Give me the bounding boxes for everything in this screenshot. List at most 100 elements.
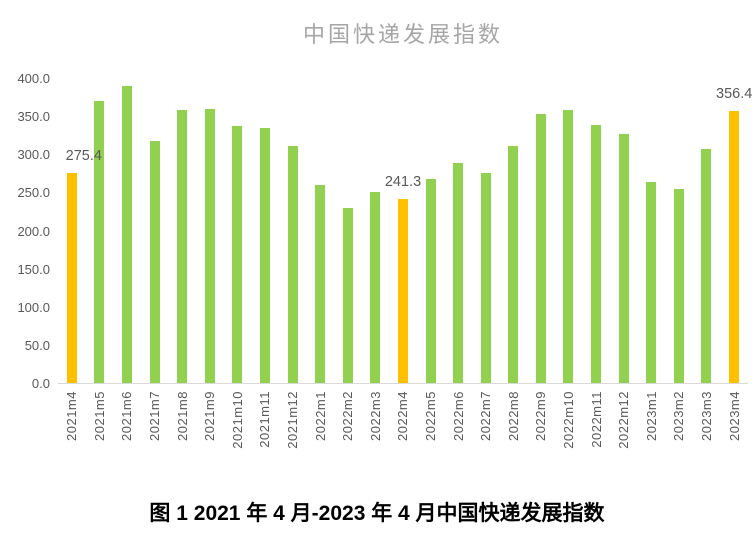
bar-2022m7 xyxy=(480,173,491,383)
plot-area: 275.4 241.3 356.4 xyxy=(58,79,752,384)
bar-column-2022m12 xyxy=(610,79,638,383)
x-cell-2021m10: 2021m10 xyxy=(224,391,252,481)
x-cell-2022m3: 2022m3 xyxy=(362,391,390,481)
bar-2022m6 xyxy=(453,162,464,383)
x-label-2022m9: 2022m9 xyxy=(533,391,549,441)
bar-column-2022m10 xyxy=(555,79,583,383)
bar-2021m4 xyxy=(66,173,77,383)
bar-2021m10 xyxy=(232,126,243,383)
x-label-2021m5: 2021m5 xyxy=(91,391,107,441)
bar-2022m12 xyxy=(618,133,629,383)
x-cell-2022m5: 2022m5 xyxy=(417,391,445,481)
x-label-2021m10: 2021m10 xyxy=(229,391,245,449)
x-label-2021m11: 2021m11 xyxy=(257,391,273,448)
x-label-2021m6: 2021m6 xyxy=(119,391,135,441)
figure-caption: 图 1 2021 年 4 月-2023 年 4 月中国快递发展指数 xyxy=(149,502,605,525)
x-cell-2022m9: 2022m9 xyxy=(527,391,555,481)
bar-column-2023m3 xyxy=(693,79,721,383)
y-tick-label: 250.0 xyxy=(17,185,50,201)
x-label-2021m7: 2021m7 xyxy=(147,391,163,441)
bar-2022m4 xyxy=(397,199,408,383)
y-tick-label: 50.0 xyxy=(24,337,50,353)
x-cell-2022m12: 2022m12 xyxy=(610,391,638,481)
bar-column-2023m4 xyxy=(720,79,748,383)
x-cell-2022m4: 2022m4 xyxy=(389,391,417,481)
bar-2021m6 xyxy=(121,85,132,383)
x-label-2021m4: 2021m4 xyxy=(64,391,80,441)
x-label-2022m2: 2022m2 xyxy=(340,391,356,441)
x-label-2022m10: 2022m10 xyxy=(560,391,576,449)
bar-2022m5 xyxy=(425,178,436,383)
bar-column-2022m9 xyxy=(527,79,555,383)
bar-column-2022m8 xyxy=(500,79,528,383)
x-label-2021m12: 2021m12 xyxy=(285,391,301,449)
bar-2021m7 xyxy=(149,141,160,383)
bar-column-2021m7 xyxy=(141,79,169,383)
y-tick-label: 100.0 xyxy=(17,299,50,315)
x-label-2022m8: 2022m8 xyxy=(505,391,521,441)
bar-2021m8 xyxy=(177,110,188,383)
x-cell-2021m12: 2021m12 xyxy=(279,391,307,481)
x-cell-2022m11: 2022m11 xyxy=(582,391,610,481)
bar-2021m11 xyxy=(259,128,270,383)
bar-column-2023m1 xyxy=(637,79,665,383)
x-cell-2021m8: 2021m8 xyxy=(168,391,196,481)
x-cell-2022m7: 2022m7 xyxy=(472,391,500,481)
bar-column-2021m6 xyxy=(113,79,141,383)
bar-2022m10 xyxy=(563,110,574,383)
bar-column-2022m5 xyxy=(417,79,445,383)
bar-column-2022m4 xyxy=(389,79,417,383)
x-label-2022m4: 2022m4 xyxy=(395,391,411,441)
x-axis: 2021m4 2021m5 2021m6 2021m7 2021m8 2021m9 2021… xyxy=(58,391,748,481)
x-cell-2021m6: 2021m6 xyxy=(113,391,141,481)
x-cell-2023m3: 2023m3 xyxy=(693,391,721,481)
bar-column-2021m12 xyxy=(279,79,307,383)
bar-2023m1 xyxy=(646,181,657,383)
bar-2022m8 xyxy=(508,145,519,383)
bar-column-2022m6 xyxy=(444,79,472,383)
bar-column-2022m1 xyxy=(306,79,334,383)
y-tick-label: 150.0 xyxy=(17,261,50,277)
bar-column-2021m11 xyxy=(251,79,279,383)
bar-2023m3 xyxy=(701,148,712,383)
bar-2023m2 xyxy=(673,189,684,383)
data-label-2021m4: 275.4 xyxy=(65,148,102,165)
x-cell-2023m2: 2023m2 xyxy=(665,391,693,481)
bar-column-2022m11 xyxy=(582,79,610,383)
bar-2021m12 xyxy=(287,145,298,383)
bar-column-2021m10 xyxy=(224,79,252,383)
x-label-2022m1: 2022m1 xyxy=(312,391,328,441)
chart-title: 中国快递发展指数 xyxy=(302,22,503,47)
data-label-2022m4: 241.3 xyxy=(384,174,422,191)
bar-2022m1 xyxy=(315,184,326,383)
x-label-2022m7: 2022m7 xyxy=(478,391,494,441)
bar-column-2022m2 xyxy=(334,79,362,383)
x-cell-2022m6: 2022m6 xyxy=(444,391,472,481)
x-cell-2021m4: 2021m4 xyxy=(58,391,86,481)
bar-column-2021m8 xyxy=(168,79,196,383)
x-cell-2022m2: 2022m2 xyxy=(334,391,362,481)
bar-column-2022m7 xyxy=(472,79,500,383)
x-cell-2021m7: 2021m7 xyxy=(141,391,169,481)
x-label-2023m3: 2023m3 xyxy=(698,391,714,441)
x-label-2023m4: 2023m4 xyxy=(726,391,742,441)
y-axis: 400.0 350.0 300.0 250.0 200.0 150.0 100.0 50.0 0… xyxy=(0,71,50,391)
bar-2022m9 xyxy=(535,113,546,383)
x-cell-2021m11: 2021m11 xyxy=(251,391,279,481)
x-label-2023m1: 2023m1 xyxy=(643,391,659,441)
x-label-2021m9: 2021m9 xyxy=(202,391,218,441)
y-tick-label: 400.0 xyxy=(17,71,50,86)
x-label-2022m11: 2022m11 xyxy=(588,391,604,448)
x-cell-2022m8: 2022m8 xyxy=(500,391,528,481)
x-cell-2023m1: 2023m1 xyxy=(637,391,665,481)
bar-column-2021m5 xyxy=(86,79,114,383)
x-label-2022m12: 2022m12 xyxy=(616,391,632,449)
bar-column-2023m2 xyxy=(665,79,693,383)
y-tick-label: 0.0 xyxy=(31,376,50,391)
bar-2021m9 xyxy=(204,108,215,383)
y-tick-label: 350.0 xyxy=(17,109,50,125)
x-cell-2022m1: 2022m1 xyxy=(306,391,334,481)
x-label-2023m2: 2023m2 xyxy=(671,391,687,441)
bar-2022m2 xyxy=(342,207,353,383)
